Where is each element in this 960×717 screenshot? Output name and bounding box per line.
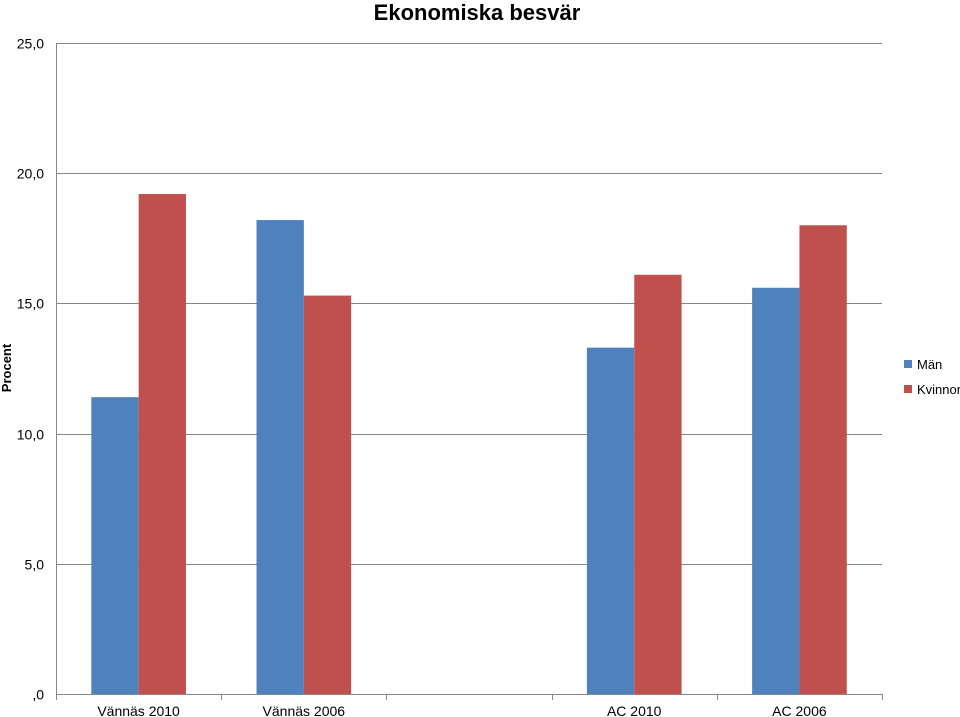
legend-label: Män — [917, 357, 942, 372]
y-tick-label: ,0 — [32, 687, 44, 703]
legend-label: Kvinnor — [917, 382, 960, 397]
y-tick-label: 15,0 — [17, 296, 44, 312]
y-tick-label: 25,0 — [17, 36, 44, 52]
x-tick-label: AC 2006 — [772, 703, 827, 717]
x-tick-label: AC 2010 — [607, 703, 662, 717]
x-tick-label: Vännäs 2006 — [263, 703, 346, 717]
bar — [138, 194, 186, 695]
bar — [91, 397, 139, 694]
axes — [56, 43, 883, 700]
y-tick-label: 5,0 — [25, 557, 45, 573]
bar — [634, 274, 682, 694]
y-tick-label: 20,0 — [17, 166, 44, 182]
bar — [586, 347, 635, 694]
y-axis-label: Procent — [0, 343, 14, 392]
bars — [91, 194, 847, 695]
legend-swatch — [904, 385, 912, 393]
bar — [799, 225, 847, 694]
y-tick-label: 10,0 — [17, 427, 44, 443]
x-tick-labels: Vännäs 2010 Vännäs 2006 AC 2010 AC 2006 — [97, 703, 827, 717]
bar — [752, 287, 800, 694]
bar — [256, 220, 304, 694]
y-tick-labels: ,0 5,0 10,0 15,0 20,0 25,0 — [17, 36, 44, 703]
bar — [303, 295, 352, 694]
legend-swatch — [904, 360, 912, 368]
legend: Män Kvinnor — [904, 357, 960, 397]
x-tick-label: Vännäs 2010 — [97, 703, 180, 717]
chart-title: Ekonomiska besvär — [374, 0, 581, 25]
